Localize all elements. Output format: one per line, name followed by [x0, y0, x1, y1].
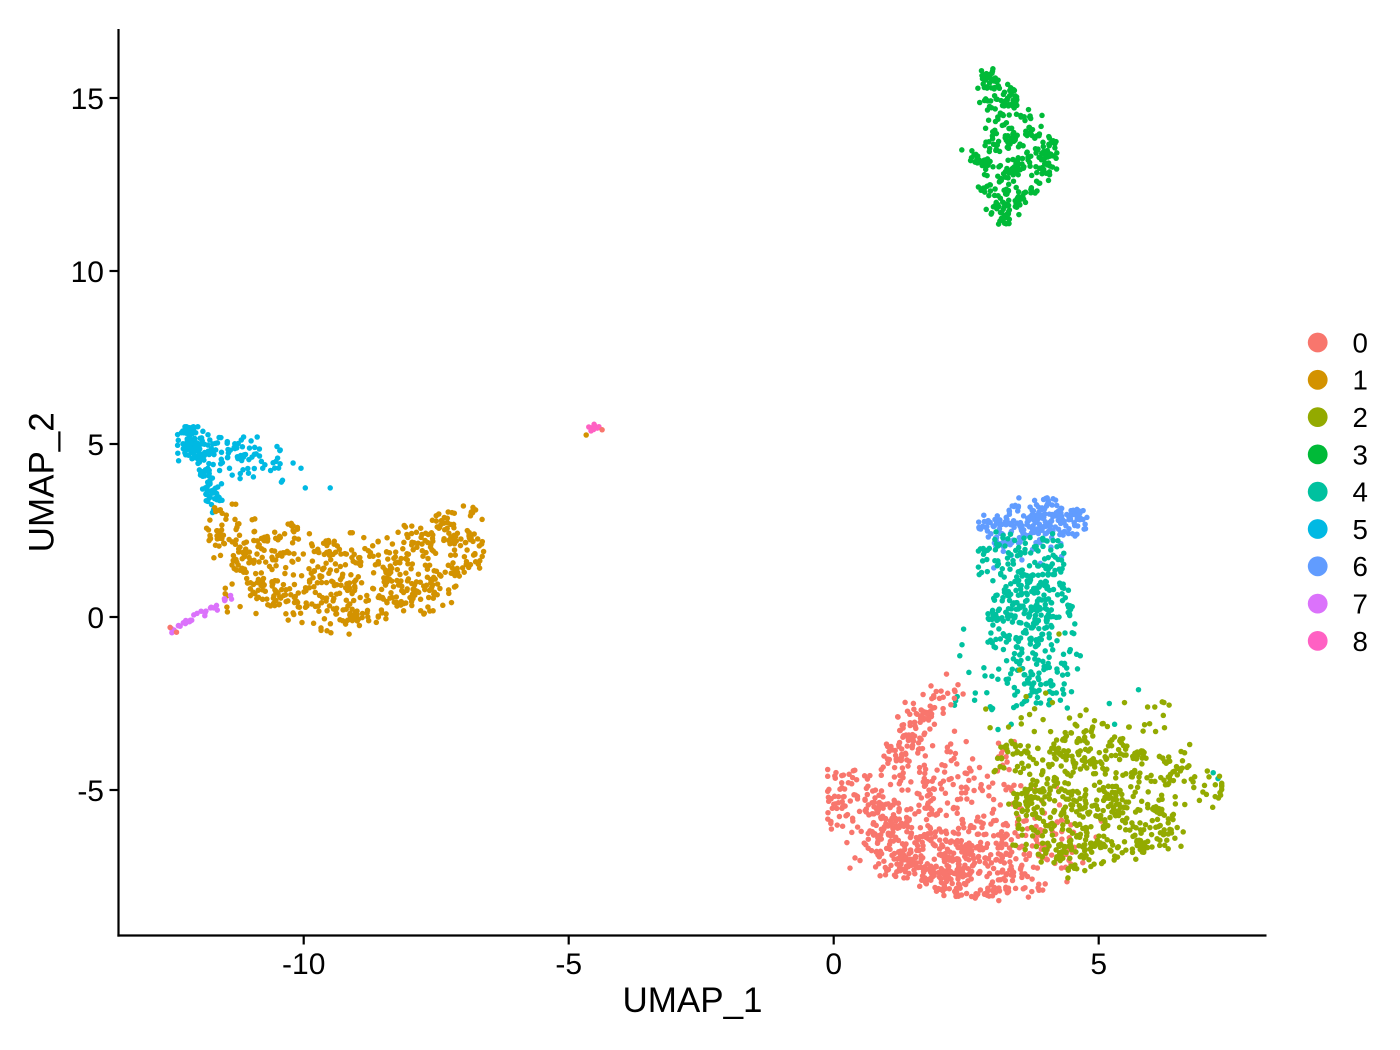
- svg-text:1: 1: [1353, 365, 1368, 396]
- svg-text:UMAP_2: UMAP_2: [23, 412, 62, 552]
- svg-text:3: 3: [1353, 439, 1368, 470]
- svg-text:-10: -10: [282, 948, 325, 981]
- svg-text:2: 2: [1353, 402, 1368, 433]
- svg-text:0: 0: [825, 948, 842, 981]
- svg-text:6: 6: [1353, 551, 1368, 582]
- svg-text:8: 8: [1353, 626, 1368, 657]
- svg-text:7: 7: [1353, 589, 1368, 620]
- svg-text:10: 10: [71, 256, 104, 289]
- svg-text:UMAP_1: UMAP_1: [622, 981, 762, 1020]
- svg-text:5: 5: [87, 429, 104, 462]
- svg-text:4: 4: [1353, 477, 1368, 508]
- svg-text:5: 5: [1353, 514, 1368, 545]
- svg-text:0: 0: [1353, 327, 1368, 358]
- svg-text:-5: -5: [77, 775, 104, 808]
- svg-text:5: 5: [1090, 948, 1107, 981]
- svg-text:15: 15: [71, 83, 104, 116]
- svg-text:0: 0: [87, 602, 104, 635]
- svg-text:-5: -5: [555, 948, 582, 981]
